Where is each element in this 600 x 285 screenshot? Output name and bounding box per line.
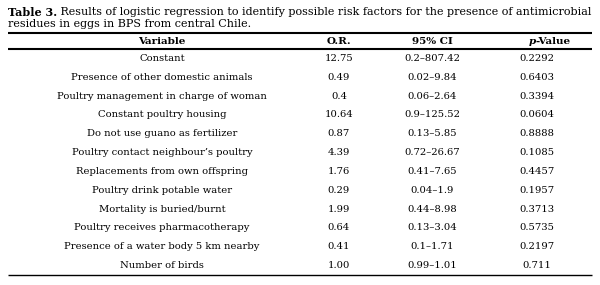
Text: Poultry contact neighbour’s poultry: Poultry contact neighbour’s poultry <box>71 148 253 157</box>
Text: 0.06–2.64: 0.06–2.64 <box>407 91 457 101</box>
Text: 0.64: 0.64 <box>328 223 350 232</box>
Text: O.R.: O.R. <box>326 36 352 46</box>
Text: Number of birds: Number of birds <box>120 261 204 270</box>
Text: Poultry drink potable water: Poultry drink potable water <box>92 186 232 195</box>
Text: Mortality is buried/burnt: Mortality is buried/burnt <box>98 205 226 213</box>
Text: 0.3713: 0.3713 <box>520 205 554 213</box>
Text: p: p <box>529 36 536 46</box>
Text: 0.711: 0.711 <box>523 261 551 270</box>
Text: 0.8888: 0.8888 <box>520 129 554 138</box>
Text: 0.4457: 0.4457 <box>520 167 554 176</box>
Text: 12.75: 12.75 <box>325 54 353 63</box>
Text: 95% CI: 95% CI <box>412 36 452 46</box>
Text: 1.00: 1.00 <box>328 261 350 270</box>
Text: Poultry management in charge of woman: Poultry management in charge of woman <box>57 91 267 101</box>
Text: Constant poultry housing: Constant poultry housing <box>98 110 226 119</box>
Text: 0.13–3.04: 0.13–3.04 <box>407 223 457 232</box>
Text: -Value: -Value <box>536 36 571 46</box>
Text: Constant: Constant <box>139 54 185 63</box>
Text: 0.41–7.65: 0.41–7.65 <box>407 167 457 176</box>
Text: 0.3394: 0.3394 <box>520 91 554 101</box>
Text: 0.49: 0.49 <box>328 73 350 82</box>
Text: 0.1957: 0.1957 <box>520 186 554 195</box>
Text: 0.1085: 0.1085 <box>520 148 554 157</box>
Text: 0.6403: 0.6403 <box>520 73 554 82</box>
Text: residues in eggs in BPS from central Chile.: residues in eggs in BPS from central Chi… <box>8 19 251 29</box>
Text: 0.0604: 0.0604 <box>520 110 554 119</box>
Text: Replacements from own offspring: Replacements from own offspring <box>76 167 248 176</box>
Text: 0.2197: 0.2197 <box>520 242 554 251</box>
Text: 0.44–8.98: 0.44–8.98 <box>407 205 457 213</box>
Text: 0.13–5.85: 0.13–5.85 <box>407 129 457 138</box>
Text: 0.41: 0.41 <box>328 242 350 251</box>
Text: Table 3.: Table 3. <box>8 7 57 18</box>
Text: 0.9–125.52: 0.9–125.52 <box>404 110 460 119</box>
Text: 0.02–9.84: 0.02–9.84 <box>407 73 457 82</box>
Text: 0.2–807.42: 0.2–807.42 <box>404 54 460 63</box>
Text: 0.2292: 0.2292 <box>520 54 554 63</box>
Text: Presence of other domestic animals: Presence of other domestic animals <box>71 73 253 82</box>
Text: Presence of a water body 5 km nearby: Presence of a water body 5 km nearby <box>64 242 260 251</box>
Text: 0.29: 0.29 <box>328 186 350 195</box>
Text: Results of logistic regression to identify possible risk factors for the presenc: Results of logistic regression to identi… <box>57 7 592 17</box>
Text: Variable: Variable <box>139 36 185 46</box>
Text: Poultry receives pharmacotherapy: Poultry receives pharmacotherapy <box>74 223 250 232</box>
Text: 1.99: 1.99 <box>328 205 350 213</box>
Text: 0.99–1.01: 0.99–1.01 <box>407 261 457 270</box>
Text: 4.39: 4.39 <box>328 148 350 157</box>
Text: 0.4: 0.4 <box>331 91 347 101</box>
Text: 0.04–1.9: 0.04–1.9 <box>410 186 454 195</box>
Text: 1.76: 1.76 <box>328 167 350 176</box>
Text: 0.72–26.67: 0.72–26.67 <box>404 148 460 157</box>
Text: 0.5735: 0.5735 <box>520 223 554 232</box>
Text: Do not use guano as fertilizer: Do not use guano as fertilizer <box>87 129 237 138</box>
Text: 10.64: 10.64 <box>325 110 353 119</box>
Text: 0.87: 0.87 <box>328 129 350 138</box>
Text: 0.1–1.71: 0.1–1.71 <box>410 242 454 251</box>
